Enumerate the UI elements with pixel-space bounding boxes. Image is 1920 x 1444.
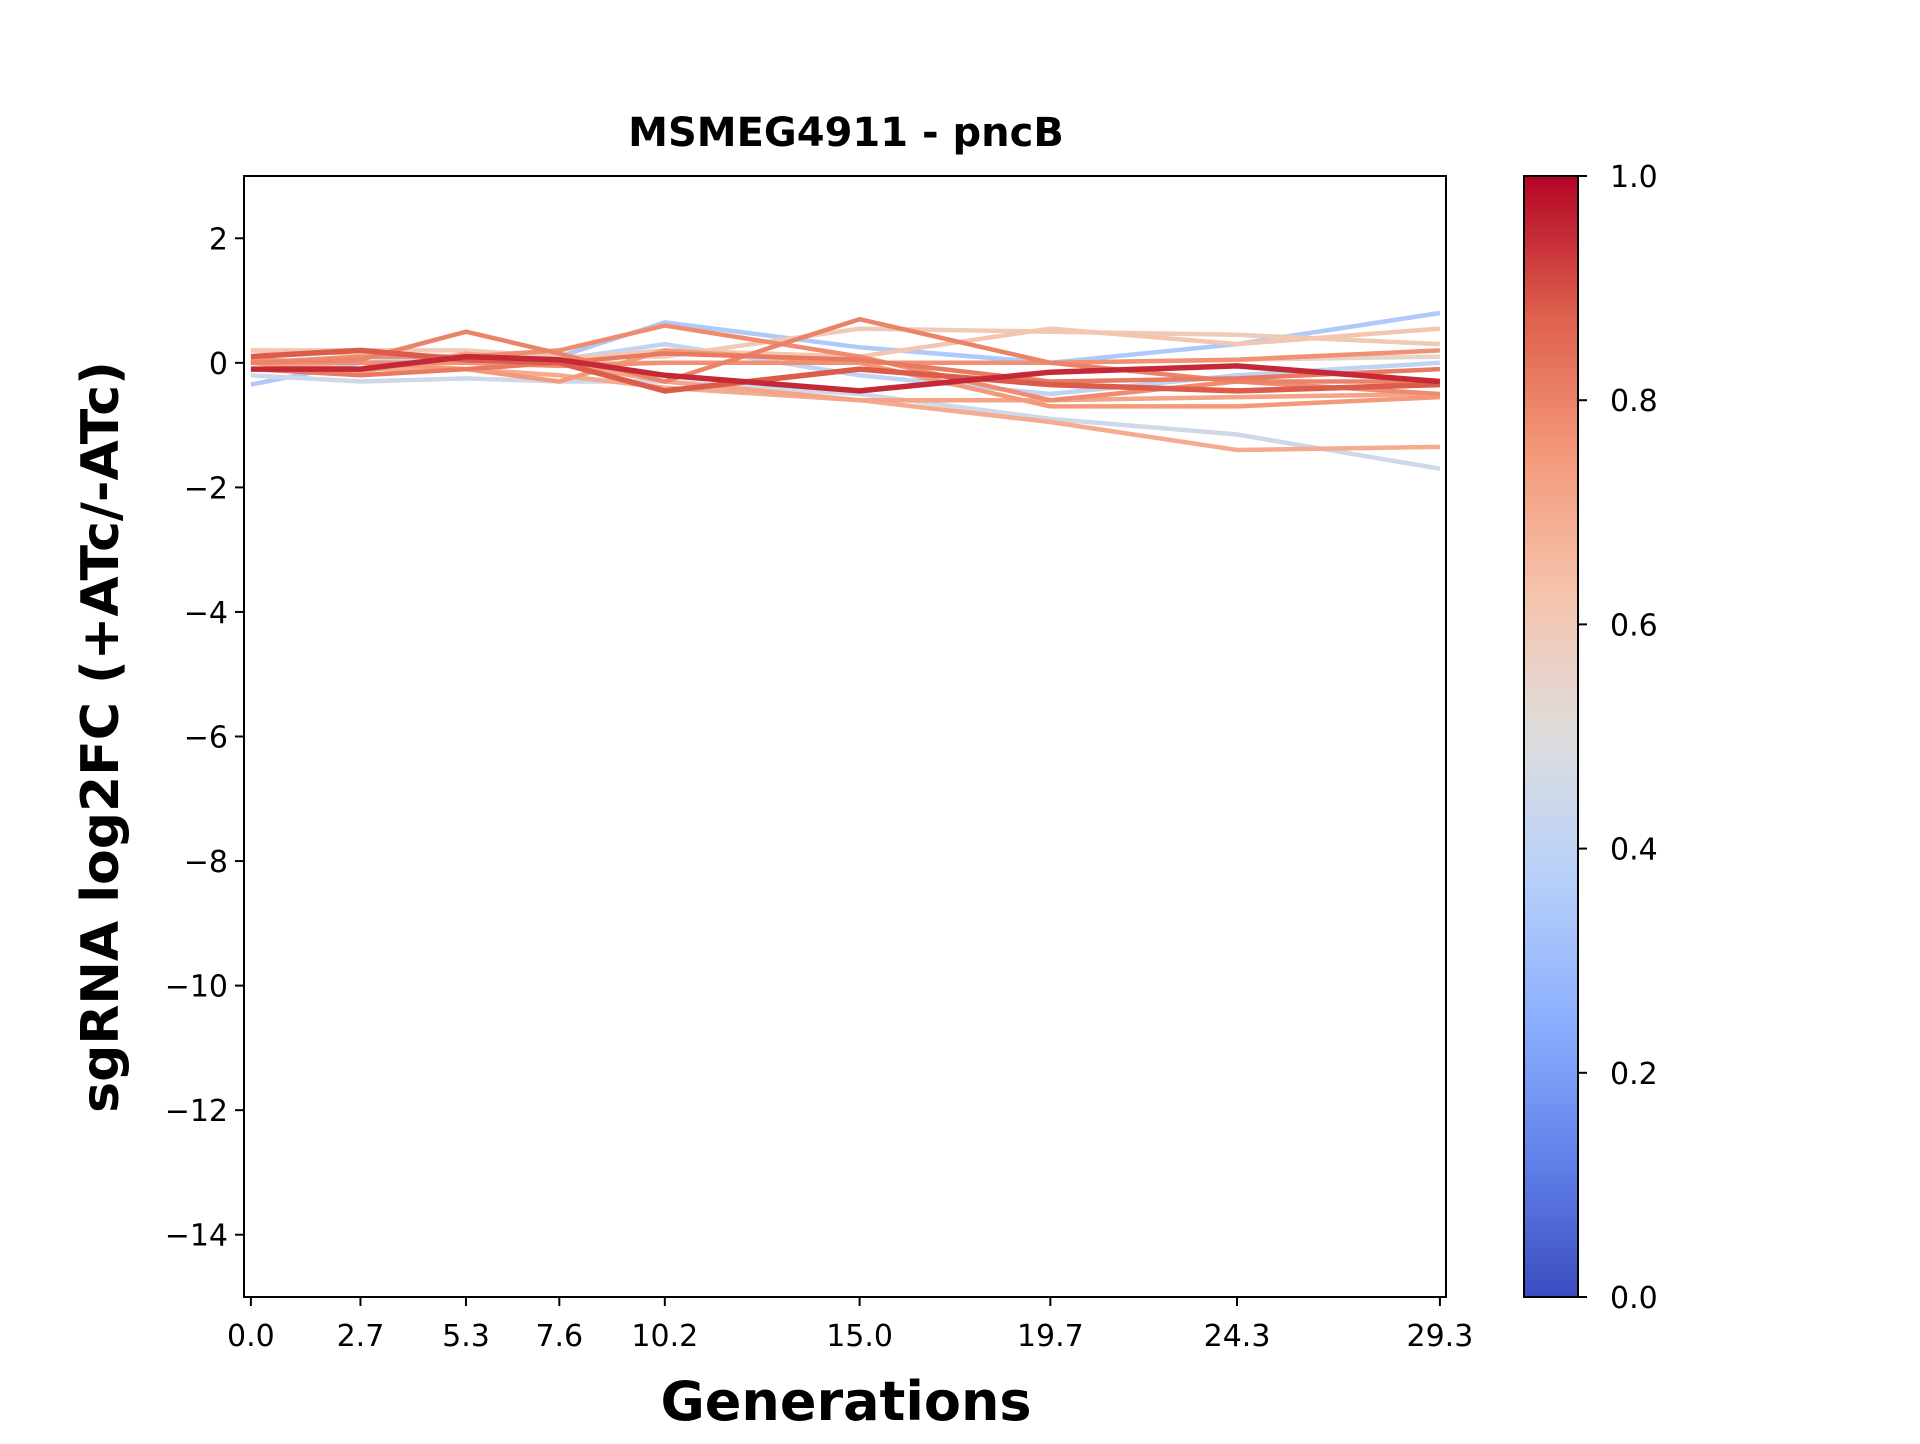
colorbar-tick-label: 0.2 <box>1610 1057 1658 1092</box>
series-line-13 <box>250 347 1440 394</box>
y-tick-label: −12 <box>165 1094 228 1129</box>
series-line-14 <box>250 353 1441 394</box>
y-tick-label: −4 <box>184 596 228 631</box>
y-tick-label: −8 <box>184 845 228 880</box>
colorbar-tick-label: 1.0 <box>1610 160 1658 195</box>
x-tick-label: 24.3 <box>1204 1319 1271 1354</box>
chart-title: MSMEG4911 - pncB <box>628 110 1064 156</box>
x-tick-label: 10.2 <box>631 1319 698 1354</box>
y-tick-label: 2 <box>209 222 228 257</box>
x-axis-label: Generations <box>660 1370 1031 1433</box>
colorbar-tick-label: 0.8 <box>1610 384 1658 419</box>
colorbar-tick-label: 0.4 <box>1610 833 1658 868</box>
series-lines <box>250 310 1441 471</box>
x-axis-ticks: 0.0 2.7 5.3 7.6 10.2 15.0 19.7 24.3 29.3 <box>227 1297 1473 1354</box>
x-tick-label: 0.0 <box>227 1319 275 1354</box>
y-tick-label: −14 <box>165 1219 228 1254</box>
y-axis-ticks: 2 0 −2 −4 −6 −8 −10 −12 −14 <box>165 222 244 1254</box>
y-tick-label: −6 <box>184 721 228 756</box>
series-line-12 <box>250 351 1441 384</box>
x-tick-label: 29.3 <box>1407 1319 1474 1354</box>
y-tick-label: −2 <box>184 471 228 506</box>
x-tick-label: 19.7 <box>1017 1319 1084 1354</box>
x-tick-label: 5.3 <box>442 1319 490 1354</box>
x-tick-label: 2.7 <box>337 1319 385 1354</box>
x-tick-label: 7.6 <box>535 1319 583 1354</box>
x-tick-label: 15.0 <box>826 1319 893 1354</box>
y-tick-label: −10 <box>165 970 228 1005</box>
series-line-11 <box>250 316 1440 384</box>
colorbar-tick-label: 0.0 <box>1610 1281 1658 1316</box>
colorbar-ticks: 0.0 0.2 0.4 0.6 0.8 1.0 <box>1578 160 1658 1316</box>
y-tick-label: 0 <box>209 347 228 382</box>
y-axis-label: sgRNA log2FC (+ATc/-ATc) <box>71 361 131 1113</box>
series-line-6 <box>250 360 1440 453</box>
colorbar <box>1523 175 1579 1298</box>
colorbar-tick-label: 0.6 <box>1610 608 1658 643</box>
